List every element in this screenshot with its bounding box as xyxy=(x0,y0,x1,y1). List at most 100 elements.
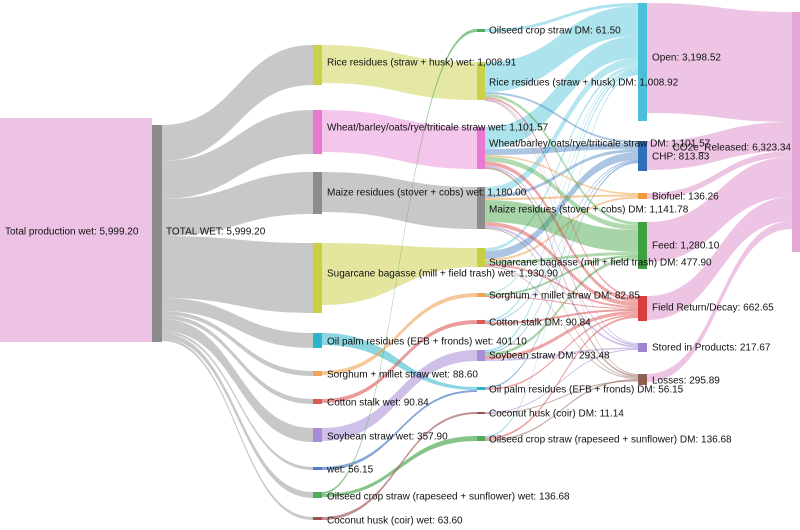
node-rice-wet[interactable] xyxy=(313,45,322,85)
flow-wheat_dm-to-losses xyxy=(485,167,638,377)
flow-sugarcane_dm-to-feed xyxy=(485,252,638,264)
flow-rice_dm-to-field_return xyxy=(485,97,638,298)
node-oilseed-wet[interactable] xyxy=(313,492,322,498)
node-rice-dm[interactable] xyxy=(477,62,485,100)
label-wheat-wet: Wheat/barley/oats/rye/triticale straw we… xyxy=(327,123,549,134)
node-co2e-released[interactable] xyxy=(792,12,800,252)
label-cotton-dm: Cotton stalk DM: 90.84 xyxy=(489,318,591,329)
node-losses[interactable] xyxy=(638,374,647,385)
node-oilseed-dm136[interactable] xyxy=(477,436,485,441)
node-stored[interactable] xyxy=(638,343,647,352)
label-total-wet: TOTAL WET: 5,999.20 xyxy=(166,227,266,238)
flow-wheat_dm-to-field_return xyxy=(485,161,638,302)
label-soybean-wet: Soybean straw wet: 357.90 xyxy=(327,432,448,443)
node-cotton-wet[interactable] xyxy=(313,399,322,404)
label-maize-wet: Maize residues (stover + cobs) wet: 1,18… xyxy=(327,188,527,199)
flow-rice_dm-to-open xyxy=(485,6,638,92)
label-co2e-released: CO2e_Released: 6,323.34 xyxy=(673,143,792,154)
node-cotton-dm[interactable] xyxy=(477,320,485,324)
label-wheat-dm: Wheat/barley/oats/rye/triticale straw DM… xyxy=(489,139,711,150)
flow-maize_dm-to-open xyxy=(485,58,638,195)
flow-coconut_dm-to-stored xyxy=(485,349,638,413)
flow-cotton_dm-to-open xyxy=(485,70,638,322)
node-oilpalm-dm[interactable] xyxy=(477,387,485,390)
label-coconut-wet: Coconut husk (coir) wet: 63.60 xyxy=(327,516,463,527)
node-coconut-dm[interactable] xyxy=(477,412,485,414)
node-total-production[interactable] xyxy=(0,118,152,342)
node-maize-dm[interactable] xyxy=(477,187,485,229)
flow-total_wet-to-oilseed_wet xyxy=(162,333,313,498)
flow-wheat_dm-to-biofuel xyxy=(485,155,638,195)
label-oilpalm-wet: Oil palm residues (EFB + fronds) wet: 40… xyxy=(327,337,527,348)
label-oilseed-dm136: Oilseed crop straw (rapeseed + sunflower… xyxy=(489,435,732,446)
flow-maize_dm-to-losses xyxy=(485,228,638,378)
flow-maize_dm-to-stored xyxy=(485,226,638,348)
label-rice-wet: Rice residues (straw + husk) wet: 1,008.… xyxy=(327,58,517,69)
node-biofuel[interactable] xyxy=(638,193,647,199)
flow-maize_dm-to-field_return xyxy=(485,222,638,306)
flow-coconut_wet-to-coconut_dm xyxy=(322,412,477,520)
flow-total_wet-to-cotton_wet xyxy=(162,315,313,404)
node-oilpalm-wet[interactable] xyxy=(313,333,322,348)
flow-field_return-to-co2e xyxy=(647,197,792,320)
node-sorghum-dm[interactable] xyxy=(477,293,485,297)
node-feed[interactable] xyxy=(638,222,647,269)
label-coconut-dm: Coconut husk (coir) DM: 11.14 xyxy=(489,409,624,420)
flow-sorghum_dm-to-feed xyxy=(485,255,638,296)
flow-total_wet-to-sugarcane_wet xyxy=(162,236,313,313)
label-cotton-wet: Cotton stalk wet: 90.84 xyxy=(327,398,429,409)
flow-rice_dm-to-feed xyxy=(485,94,638,225)
node-total-wet[interactable] xyxy=(152,125,162,342)
node-soybean-dm[interactable] xyxy=(477,350,485,361)
flow-wheat_dm-to-open xyxy=(485,36,638,149)
node-layer xyxy=(0,3,800,520)
flow-wet56-to-oilpalm_dm xyxy=(322,390,477,470)
node-open[interactable] xyxy=(638,3,647,121)
flow-soybean_dm-to-stored xyxy=(485,347,638,361)
node-sorghum-wet[interactable] xyxy=(313,371,322,376)
flow-total_wet-to-rice_wet xyxy=(162,45,313,161)
node-chp[interactable] xyxy=(638,141,647,171)
label-sugarcane-wet: Sugarcane bagasse (mill + field trash) w… xyxy=(327,269,558,280)
node-wet56[interactable] xyxy=(313,467,322,470)
flow-oilseed_dm136-to-losses xyxy=(485,379,638,441)
flow-total_wet-to-wet56 xyxy=(162,331,313,470)
flow-wheat_wet-to-wheat_dm xyxy=(322,110,477,169)
flow-sugarcane_wet-to-sugarcane_dm xyxy=(322,243,477,305)
node-oilseed-dm61[interactable] xyxy=(477,29,485,32)
flow-chp-to-co2e xyxy=(647,122,792,170)
flow-total_wet-to-oilpalm_wet xyxy=(162,298,313,348)
label-wet56: wet: 56.15 xyxy=(326,465,374,476)
flow-maize_wet-to-maize_dm xyxy=(322,172,477,229)
flow-coconut_dm-to-losses xyxy=(485,380,638,414)
node-sugarcane-dm[interactable] xyxy=(477,248,485,267)
label-total-production: Total production wet: 5,999.20 xyxy=(5,227,139,238)
flow-losses-to-co2e xyxy=(647,221,792,382)
label-sorghum-wet: Sorghum + millet straw wet: 88.60 xyxy=(327,370,478,381)
flow-cotton_wet-to-cotton_dm xyxy=(322,320,477,403)
node-wheat-dm[interactable] xyxy=(477,127,485,169)
flow-rice_dm-to-chp xyxy=(485,92,638,143)
node-field-return[interactable] xyxy=(638,296,647,321)
node-coconut-wet[interactable] xyxy=(313,517,322,520)
flow-sorghum_dm-to-open xyxy=(485,69,638,294)
flow-cotton_dm-to-chp xyxy=(485,160,638,323)
label-soybean-dm: Soybean straw DM: 293.48 xyxy=(489,351,610,362)
label-sorghum-dm: Sorghum + millet straw DM: 82.85 xyxy=(489,291,640,302)
label-chp: CHP: 813.83 xyxy=(652,152,710,163)
flow-total_wet-to-sorghum_wet xyxy=(162,311,313,376)
flow-total_wet-to-coconut_wet xyxy=(162,338,313,520)
flow-oilseed_wet-to-oilseed_dm61 xyxy=(322,29,477,494)
flow-soybean_dm-to-open xyxy=(485,71,638,352)
label-sugarcane-dm: Sugarcane bagasse (mill + field trash) D… xyxy=(489,258,712,269)
label-losses: Losses: 295.89 xyxy=(652,376,720,387)
label-biofuel: Biofuel: 136.26 xyxy=(652,192,719,203)
flow-rice_wet-to-rice_dm xyxy=(322,45,477,100)
node-maize-wet[interactable] xyxy=(313,172,322,214)
label-feed: Feed: 1,280.10 xyxy=(652,241,720,252)
label-stored: Stored in Products: 217.67 xyxy=(652,343,771,354)
node-wheat-wet[interactable] xyxy=(313,110,322,154)
node-soybean-wet[interactable] xyxy=(313,428,322,442)
node-sugarcane-wet[interactable] xyxy=(313,243,322,313)
